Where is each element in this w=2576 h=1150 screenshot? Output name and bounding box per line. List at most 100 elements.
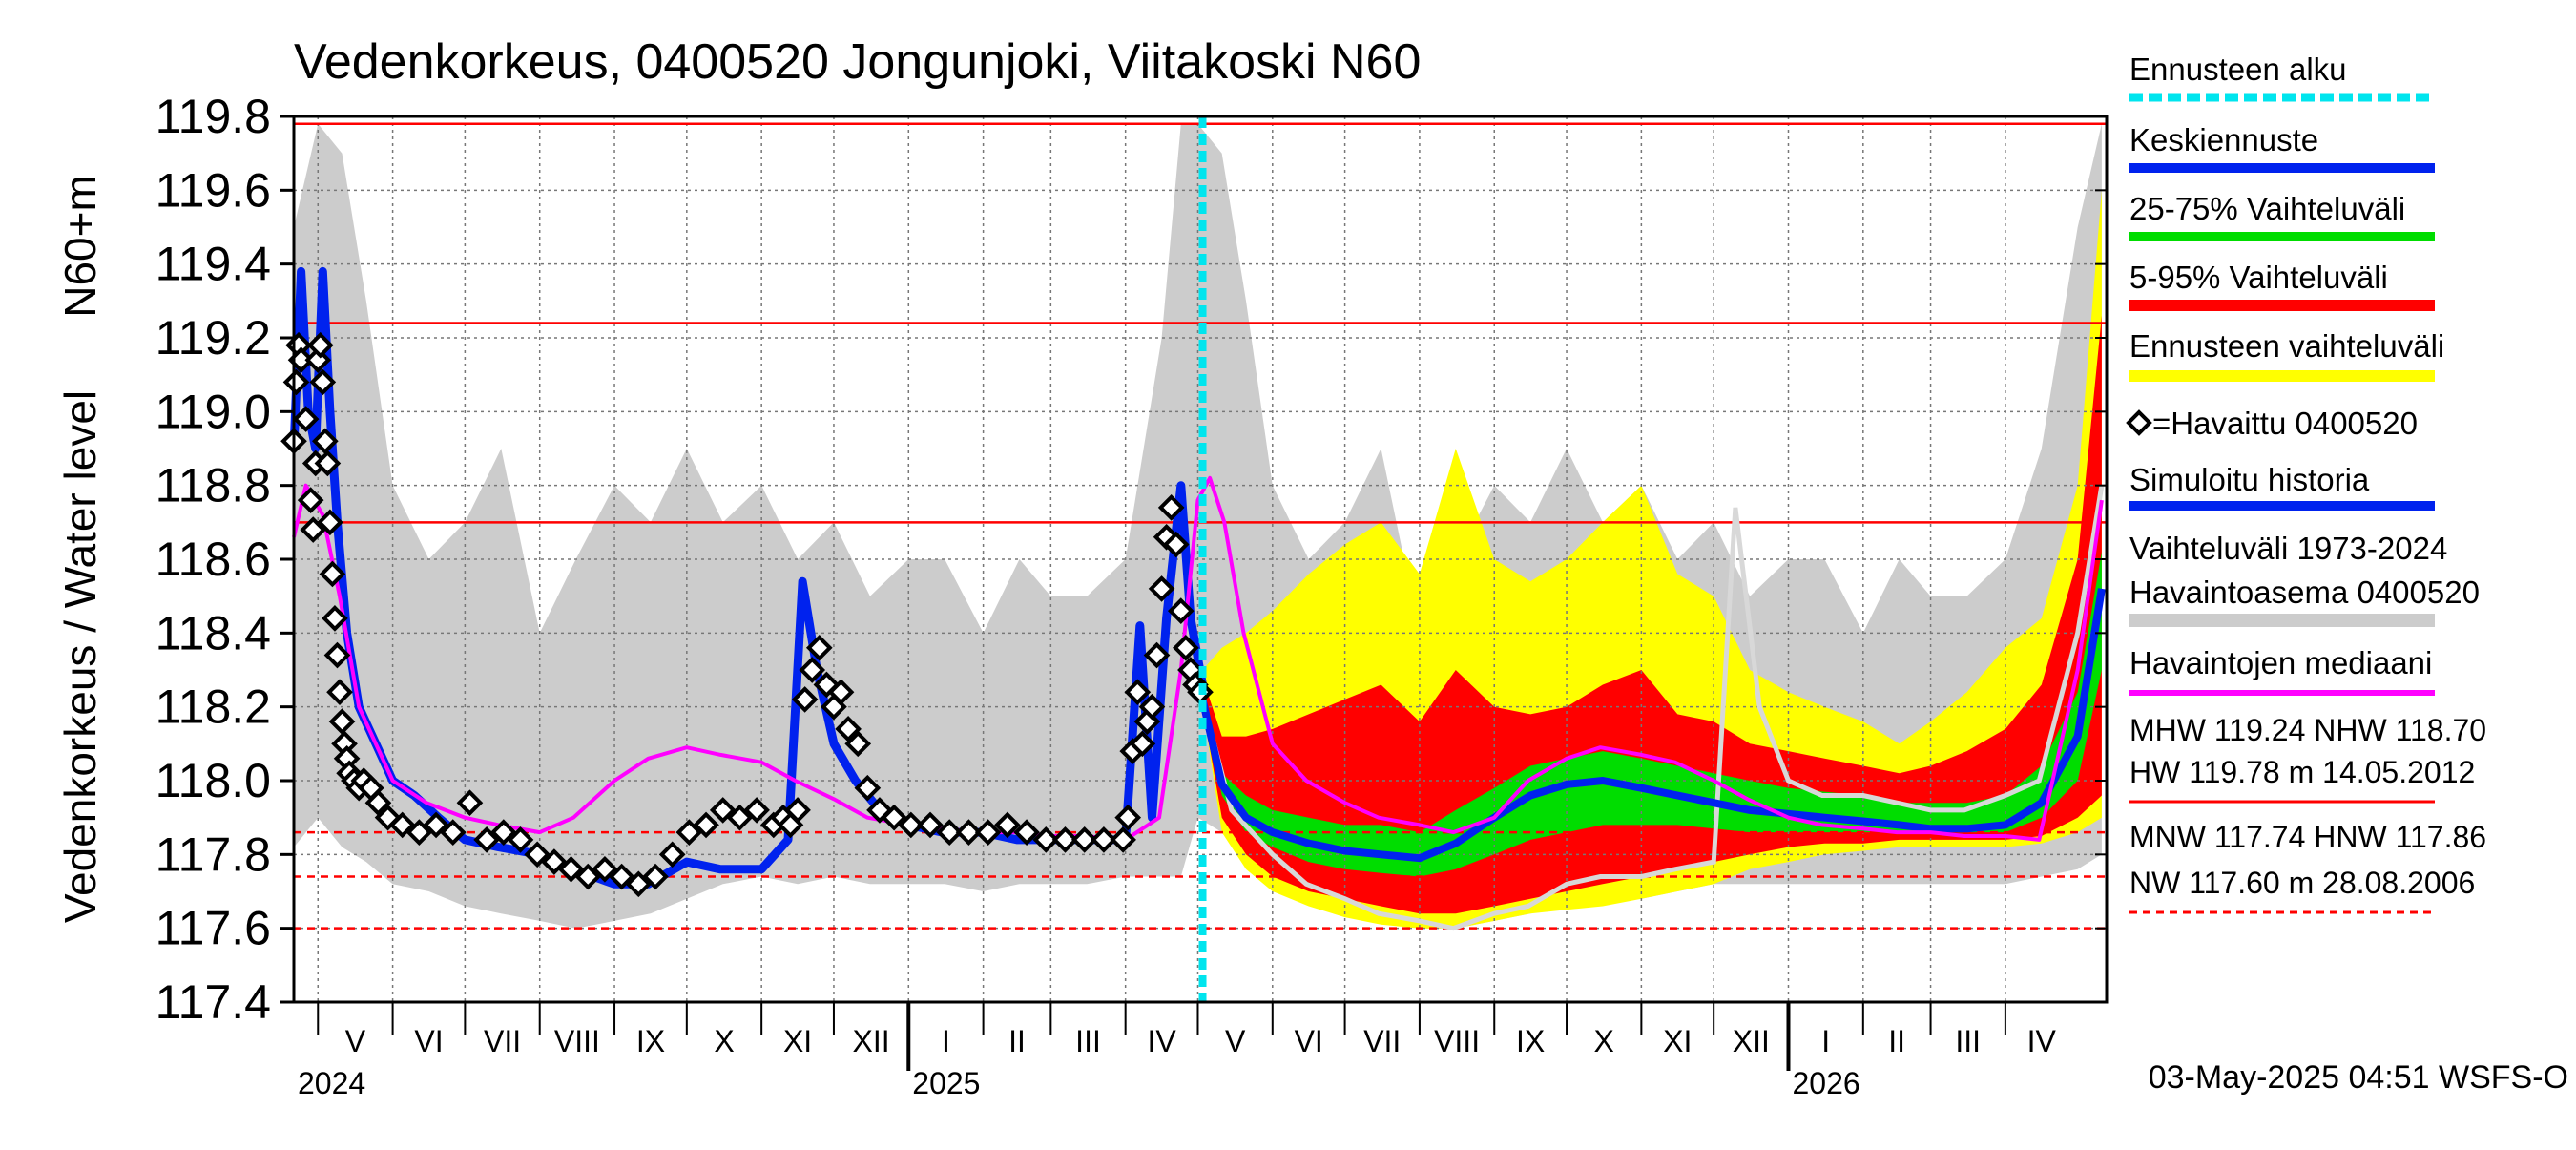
y-tick-label: 119.2	[156, 311, 271, 365]
x-year-label: 2024	[298, 1066, 365, 1100]
observed-point	[1157, 494, 1185, 521]
y-tick-label: 119.8	[156, 90, 271, 143]
observed-point	[1114, 804, 1142, 831]
observed-point	[405, 819, 433, 846]
legend-swatch-observed	[2126, 409, 2152, 436]
y-tick-label: 117.8	[156, 827, 271, 881]
observed-point	[473, 826, 500, 853]
legend-label-median-forecast: Keskiennuste	[2129, 122, 2318, 157]
observed-point	[1110, 826, 1136, 853]
x-month-label: IX	[636, 1024, 665, 1058]
observed-point	[1129, 730, 1156, 758]
observed-point	[1091, 826, 1117, 853]
observed-point	[507, 826, 534, 853]
observed-point	[524, 841, 551, 868]
median-forecast-line	[1198, 588, 2106, 863]
x-month-label: IV	[1147, 1024, 1176, 1058]
legend-label-stats-4: NW 117.60 m 28.08.2006	[2129, 866, 2475, 900]
reference-year-line	[1200, 485, 2105, 931]
observed-point	[292, 406, 320, 432]
observed-point	[813, 671, 841, 699]
observed-point	[309, 368, 337, 396]
observed-point	[835, 716, 862, 742]
observed-point	[1051, 826, 1079, 853]
observed-point	[364, 789, 392, 817]
observed-point	[974, 819, 1002, 846]
y-tick-label: 118.2	[156, 680, 271, 734]
observed-point	[1148, 575, 1175, 602]
y-tick-label: 118.4	[156, 606, 271, 659]
y-tick-label: 117.4	[156, 975, 271, 1029]
observed-point	[1138, 693, 1166, 721]
observed-point	[423, 811, 449, 839]
observed-point	[374, 804, 402, 831]
observed-point	[994, 811, 1021, 839]
observed-point	[489, 819, 517, 846]
legend-label-range-5-95: 5-95% Vaihteluväli	[2129, 260, 2388, 295]
legend-label-simulated: Simuloitu historia	[2129, 462, 2370, 497]
observed-point	[1143, 641, 1171, 669]
x-month-label: III	[1075, 1024, 1101, 1058]
observed-point	[317, 509, 343, 536]
x-month-label: VIII	[554, 1024, 600, 1058]
timestamp-footer: 03-May-2025 04:51 WSFS-O	[2149, 1059, 2568, 1096]
observed-point	[791, 686, 819, 713]
observed-point	[955, 819, 983, 846]
y-tick-label: 118.6	[156, 533, 271, 586]
x-month-label: XI	[783, 1024, 812, 1058]
observed-point	[827, 679, 855, 706]
forecast-25-75-band	[1202, 552, 2102, 877]
legend-label-hist-range-2: Havaintoasema 0400520	[2129, 575, 2480, 610]
x-month-label: II	[1888, 1024, 1905, 1058]
observed-point	[282, 368, 310, 396]
observed-point	[799, 657, 826, 683]
observed-point	[1013, 819, 1040, 846]
x-month-label: IV	[2027, 1024, 2057, 1058]
y-axis-label: Vedenkorkeus / Water level	[55, 390, 105, 923]
legend-label-obs-median: Havaintojen mediaani	[2129, 645, 2432, 680]
x-month-label: X	[1594, 1024, 1614, 1058]
observed-point	[881, 804, 907, 831]
forecast-5-95-band	[1202, 315, 2102, 914]
observed-point	[541, 848, 568, 875]
y-axis-unit-label: N60+m	[55, 175, 105, 318]
x-month-label: VI	[414, 1024, 443, 1058]
x-month-label: XI	[1663, 1024, 1692, 1058]
x-month-label: XII	[1733, 1024, 1770, 1058]
observed-point	[326, 679, 353, 706]
observed-point	[917, 811, 944, 839]
legend-label-hist-range-1: Vaihteluväli 1973-2024	[2129, 531, 2447, 566]
legend-label-stats-2: HW 119.78 m 14.05.2012	[2129, 755, 2475, 789]
observed-point	[642, 863, 669, 890]
observed-point	[784, 797, 811, 824]
observed-point	[936, 819, 964, 846]
observed-point	[743, 797, 770, 824]
y-tick-label: 118.0	[156, 754, 271, 807]
observed-point	[557, 855, 585, 883]
observed-point	[658, 841, 686, 868]
x-month-label: II	[1008, 1024, 1026, 1058]
observed-point	[312, 428, 339, 455]
x-month-label: V	[1225, 1024, 1246, 1058]
observed-point	[306, 331, 334, 359]
observed-point	[709, 797, 737, 824]
x-year-label: 2026	[1792, 1066, 1859, 1100]
x-month-label: I	[942, 1024, 950, 1058]
observed-point	[297, 487, 324, 513]
chart-title: Vedenkorkeus, 0400520 Jongunjoki, Viitak…	[294, 34, 1421, 90]
observed-point	[322, 605, 348, 632]
observed-point	[1162, 531, 1190, 558]
legend-label-range-25-75: 25-75% Vaihteluväli	[2129, 191, 2405, 226]
observed-point	[897, 811, 924, 839]
x-month-label: IX	[1516, 1024, 1545, 1058]
observed-point	[805, 634, 833, 661]
x-month-label: V	[345, 1024, 366, 1058]
x-year-label: 2025	[912, 1066, 980, 1100]
legend-label-stats-1: MHW 119.24 NHW 118.70	[2129, 713, 2486, 747]
observed-point	[726, 804, 754, 831]
legend-label-forecast-range: Ennusteen vaihteluväli	[2129, 328, 2444, 364]
y-tick-label: 117.6	[156, 902, 271, 955]
observed-point	[300, 516, 327, 543]
